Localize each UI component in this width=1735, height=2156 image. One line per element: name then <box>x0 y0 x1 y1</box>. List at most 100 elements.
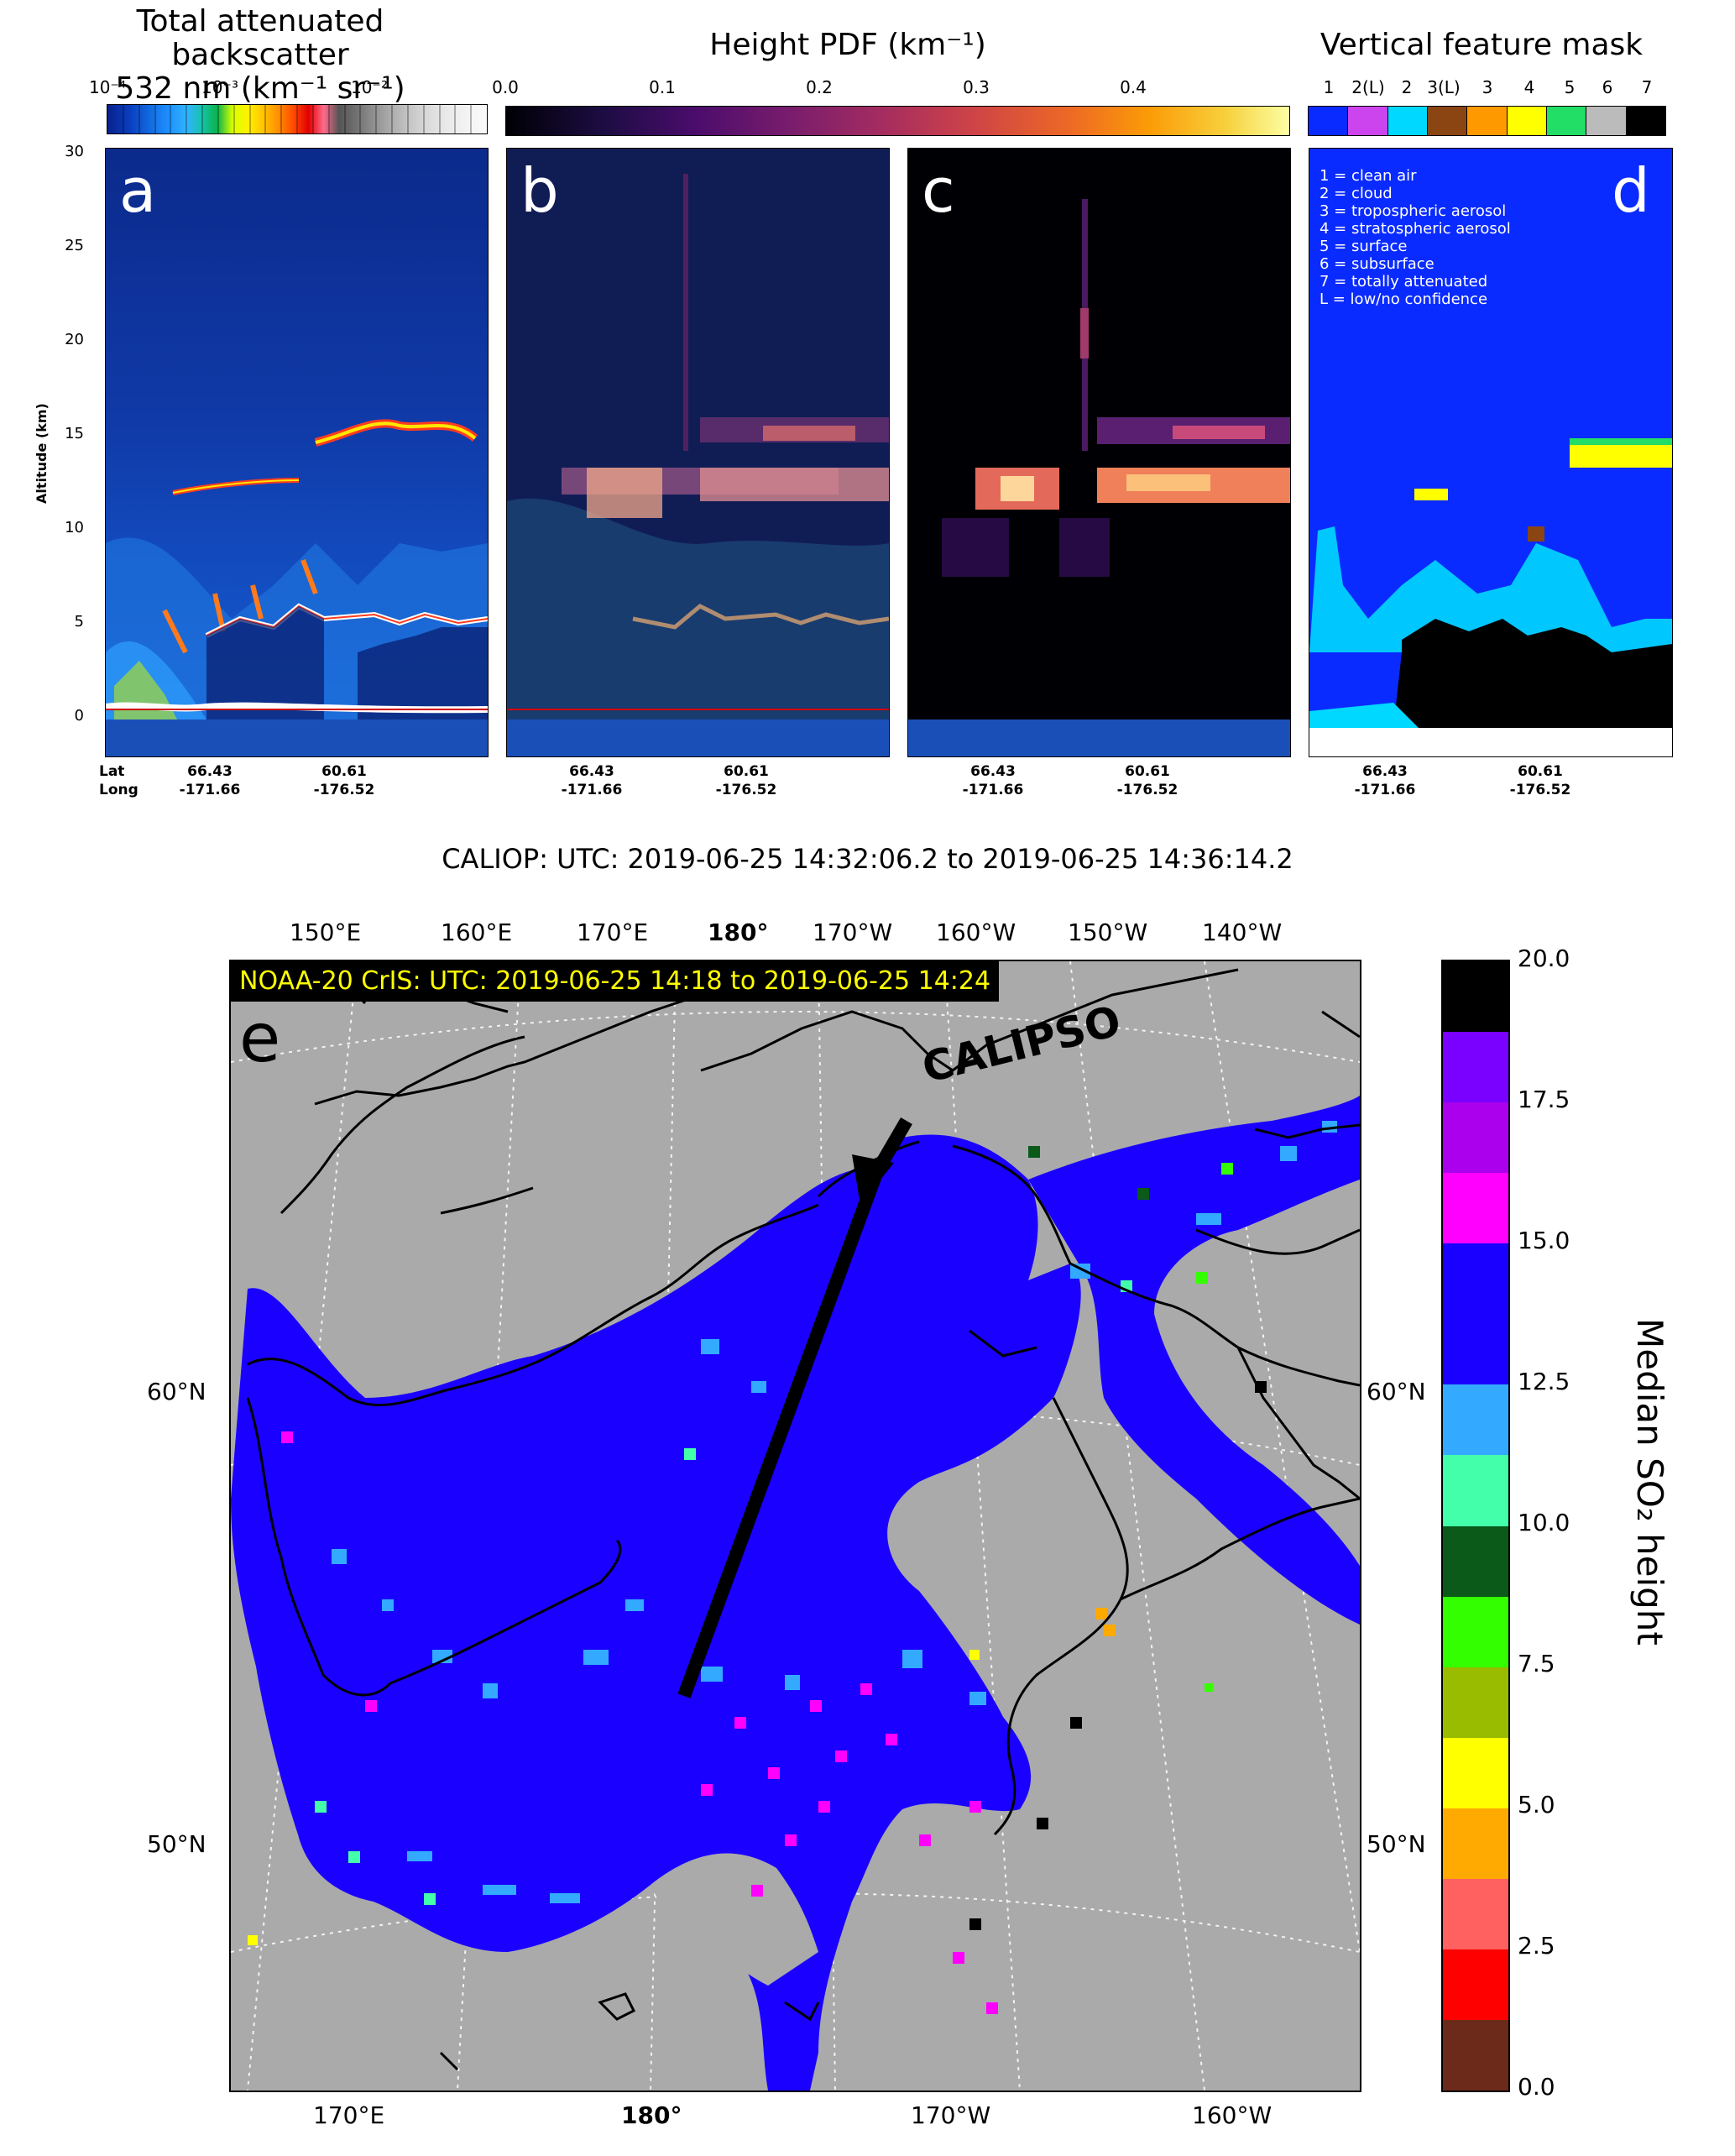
so2-swatch-7 <box>1443 1384 1508 1456</box>
vfm-legend: 1 = clean air 2 = cloud 3 = tropospheric a… <box>1320 167 1511 308</box>
calipso-track <box>677 1117 912 1698</box>
so2-tick-0: 0.0 <box>1518 2073 1555 2101</box>
so2-swatch-2 <box>1443 1032 1508 1103</box>
top-lon-150W: 150°W <box>1068 918 1148 946</box>
pdf-tick-4: 0.4 <box>1120 77 1147 97</box>
vfm-tick-4: 4 <box>1523 77 1535 97</box>
panel-d-mask <box>1309 149 1672 756</box>
panel-c-x-tick-1: 66.43 -171.66 <box>962 763 1024 798</box>
top-lon-140W: 140°W <box>1202 918 1283 946</box>
panel-b-height-pdf-overlay: b <box>506 148 890 757</box>
y-tick-15: 15 <box>65 425 84 442</box>
panel-b-label: b <box>520 155 559 226</box>
vfm-legend-line-7: 7 = totally attenuated <box>1320 273 1488 290</box>
pdf-tick-1: 0.1 <box>649 77 676 97</box>
vfm-swatch-2 <box>1348 107 1388 135</box>
lat-50N-right: 50°N <box>1367 1830 1426 1858</box>
so2-tick-7-5: 7.5 <box>1518 1650 1555 1677</box>
top-lon-160W: 160°W <box>936 918 1016 946</box>
so2-map: NOAA-20 CrIS: UTC: 2019-06-25 14:18 to 2… <box>229 960 1361 2092</box>
backscatter-tick-3: 10⁻² <box>350 77 389 97</box>
vfm-tick-2: 2 <box>1401 77 1413 97</box>
panel-d-label: d <box>1612 155 1650 226</box>
so2-swatch-15 <box>1443 1949 1508 2020</box>
vfm-swatch-1 <box>1309 107 1349 135</box>
vfm-swatch-6 <box>1507 107 1547 135</box>
height-pdf-colorbar <box>505 106 1290 136</box>
pdf-tick-0: 0.0 <box>492 77 519 97</box>
panel-a-curtain <box>106 149 488 756</box>
y-tick-20: 20 <box>65 331 84 348</box>
vfm-swatch-4 <box>1427 107 1468 135</box>
panel-b-curtain <box>507 149 889 756</box>
so2-swatch-5 <box>1443 1243 1508 1315</box>
so2-swatch-4 <box>1443 1173 1508 1244</box>
vfm-swatch-5 <box>1467 107 1508 135</box>
top-lon-170W: 170°W <box>813 918 893 946</box>
panel-d-x-tick-1: 66.43 -171.66 <box>1354 763 1416 798</box>
so2-swatch-3 <box>1443 1102 1508 1174</box>
pdf-tick-2: 0.2 <box>806 77 833 97</box>
bottom-lon-170W: 170°W <box>911 2101 991 2129</box>
panel-d-vertical-feature-mask: d 1 = clean air 2 = cloud 3 = tropospheric… <box>1309 148 1673 757</box>
so2-swatch-6 <box>1443 1314 1508 1385</box>
so2-tick-12-5: 12.5 <box>1518 1368 1570 1395</box>
so2-tick-10: 10.0 <box>1518 1509 1570 1536</box>
backscatter-colorbar-grid <box>123 105 472 133</box>
vfm-legend-line-6: 6 = subsurface <box>1320 255 1435 273</box>
vfm-legend-line-3: 3 = tropospheric aerosol <box>1320 202 1507 220</box>
vfm-tick-3L: 3(L) <box>1427 77 1461 97</box>
vfm-swatch-9 <box>1626 107 1665 135</box>
so2-height-colorbar <box>1441 960 1510 2092</box>
so2-swatch-14 <box>1443 1878 1508 1949</box>
lat-60N-right: 60°N <box>1367 1378 1426 1405</box>
top-lon-170E: 170°E <box>577 918 649 946</box>
backscatter-colorbar <box>107 104 488 134</box>
altitude-axis-label: Altitude (km) <box>34 403 50 504</box>
vfm-colorbar <box>1308 106 1666 136</box>
so2-swatch-12 <box>1443 1737 1508 1808</box>
vfm-tick-6: 6 <box>1602 77 1613 97</box>
vfm-tick-7: 7 <box>1641 77 1653 97</box>
bottom-lon-160W: 160°W <box>1192 2101 1273 2129</box>
so2-swatch-10 <box>1443 1596 1508 1667</box>
panel-c-label: c <box>922 155 955 226</box>
bottom-lon-170E: 170°E <box>313 2101 385 2129</box>
panel-a-x-tick-1: 66.43 -171.66 <box>179 763 241 798</box>
panel-e-label: e <box>239 999 281 1077</box>
x-row-labels: Lat Long <box>99 762 138 799</box>
vfm-legend-line-4: 4 = stratospheric aerosol <box>1320 220 1511 238</box>
vfm-legend-line-8: L = low/no confidence <box>1320 290 1488 308</box>
plume-speckles <box>248 1121 1337 2014</box>
bottom-lon-180: 180° <box>621 2101 682 2129</box>
panel-c-x-tick-2: 60.61 -176.52 <box>1116 763 1178 798</box>
so2-swatch-16 <box>1443 2019 1508 2091</box>
top-lon-150E: 150°E <box>290 918 362 946</box>
vfm-swatch-8 <box>1586 107 1627 135</box>
so2-tick-20: 20.0 <box>1518 945 1570 972</box>
y-tick-5: 5 <box>74 613 84 631</box>
y-tick-10: 10 <box>65 519 84 536</box>
long-row-label: Long <box>99 782 138 798</box>
y-tick-0: 0 <box>74 707 84 725</box>
so2-tick-15: 15.0 <box>1518 1227 1570 1254</box>
backscatter-title-line-2: 532 nm (km⁻¹ sr⁻¹) <box>115 71 405 106</box>
so2-colorbar-label: Median SO₂ height <box>1629 1318 1670 1646</box>
so2-tick-5: 5.0 <box>1518 1791 1555 1818</box>
so2-swatch-8 <box>1443 1455 1508 1526</box>
panel-d-x-tick-2: 60.61 -176.52 <box>1509 763 1571 798</box>
so2-tick-17-5: 17.5 <box>1518 1086 1570 1113</box>
backscatter-title: Total attenuated backscatter 532 nm (km⁻… <box>50 5 470 106</box>
so2-swatch-9 <box>1443 1525 1508 1597</box>
map-canvas <box>231 961 1360 2091</box>
so2-tick-2-5: 2.5 <box>1518 1932 1555 1960</box>
pdf-tick-3: 0.3 <box>963 77 990 97</box>
vfm-swatch-3 <box>1387 107 1428 135</box>
so2-swatch-11 <box>1443 1667 1508 1738</box>
vfm-tick-1: 1 <box>1323 77 1335 97</box>
panel-c-height-pdf: c <box>907 148 1291 757</box>
panel-b-x-tick-1: 66.43 -171.66 <box>561 763 623 798</box>
height-pdf-title: Height PDF (km⁻¹) <box>709 28 986 62</box>
panel-a-backscatter: a <box>105 148 489 757</box>
lat-60N-left: 60°N <box>147 1378 206 1405</box>
